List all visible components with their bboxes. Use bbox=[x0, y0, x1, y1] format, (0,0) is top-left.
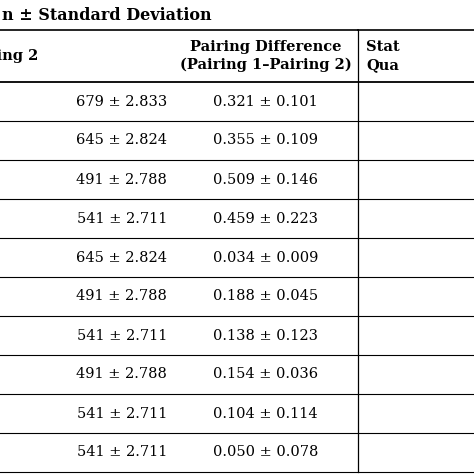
Text: 541 ± 2.711: 541 ± 2.711 bbox=[77, 328, 167, 343]
Text: 0.154 ± 0.036: 0.154 ± 0.036 bbox=[213, 367, 318, 382]
Text: 0.138 ± 0.123: 0.138 ± 0.123 bbox=[213, 328, 318, 343]
Text: 0.509 ± 0.146: 0.509 ± 0.146 bbox=[213, 173, 318, 186]
Text: Pairing 2: Pairing 2 bbox=[0, 49, 38, 63]
Text: 491 ± 2.788: 491 ± 2.788 bbox=[76, 367, 167, 382]
Text: 0.355 ± 0.109: 0.355 ± 0.109 bbox=[213, 134, 318, 147]
Text: 645 ± 2.824: 645 ± 2.824 bbox=[76, 250, 167, 264]
Text: 0.459 ± 0.223: 0.459 ± 0.223 bbox=[213, 211, 318, 226]
Text: 491 ± 2.788: 491 ± 2.788 bbox=[76, 173, 167, 186]
Text: 0.321 ± 0.101: 0.321 ± 0.101 bbox=[213, 94, 318, 109]
Text: 679 ± 2.833: 679 ± 2.833 bbox=[76, 94, 167, 109]
Text: 645 ± 2.824: 645 ± 2.824 bbox=[76, 134, 167, 147]
Text: Pairing Difference
(Pairing 1–Pairing 2): Pairing Difference (Pairing 1–Pairing 2) bbox=[180, 40, 351, 72]
Text: n ± Standard Deviation: n ± Standard Deviation bbox=[2, 7, 211, 24]
Text: 0.188 ± 0.045: 0.188 ± 0.045 bbox=[213, 290, 318, 303]
Text: 0.104 ± 0.114: 0.104 ± 0.114 bbox=[213, 407, 318, 420]
Text: 491 ± 2.788: 491 ± 2.788 bbox=[76, 290, 167, 303]
Text: 541 ± 2.711: 541 ± 2.711 bbox=[77, 407, 167, 420]
Text: 541 ± 2.711: 541 ± 2.711 bbox=[77, 446, 167, 459]
Text: Stat
Qua: Stat Qua bbox=[366, 40, 400, 72]
Text: 0.034 ± 0.009: 0.034 ± 0.009 bbox=[213, 250, 318, 264]
Text: 541 ± 2.711: 541 ± 2.711 bbox=[77, 211, 167, 226]
Text: 0.050 ± 0.078: 0.050 ± 0.078 bbox=[213, 446, 318, 459]
